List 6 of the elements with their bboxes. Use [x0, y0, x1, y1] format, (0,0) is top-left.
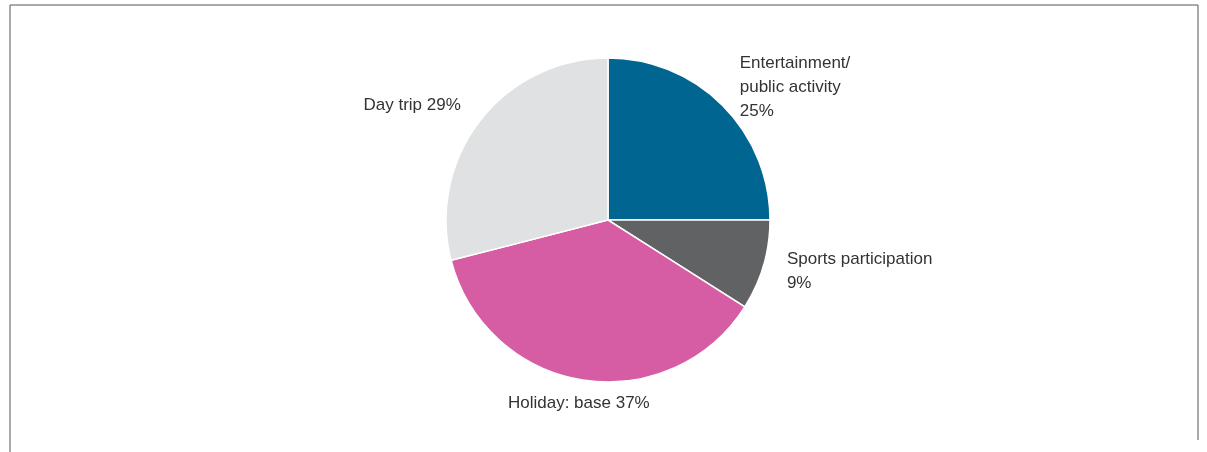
slice-label: Sports participation	[786, 249, 933, 269]
slice-label: Holiday: base 37%	[507, 393, 650, 413]
data-label: 25%	[739, 101, 774, 121]
slice-label: Day trip 29%	[363, 95, 461, 115]
data-label: 9%	[786, 273, 812, 293]
slice-label: Entertainment/ public activity	[739, 53, 851, 97]
